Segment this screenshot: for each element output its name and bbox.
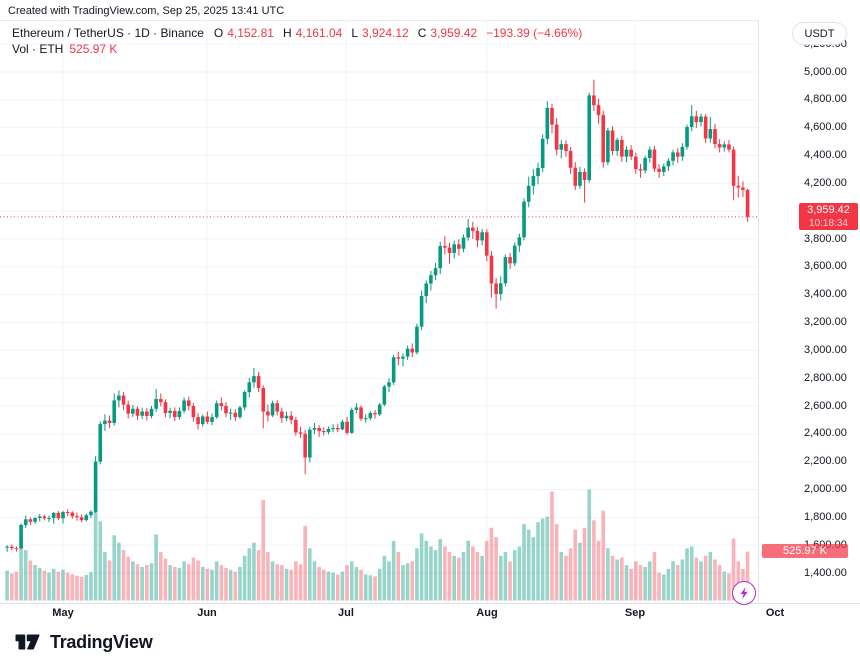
price-tick-label: 1,800.00	[804, 510, 847, 523]
volume-axis-label: 525.97 K	[762, 544, 848, 559]
month-label: Aug	[476, 607, 498, 619]
low-value: 3,924.12	[362, 26, 409, 40]
volume-histogram	[5, 489, 750, 601]
bar-countdown: 10:18:34	[809, 217, 848, 229]
price-tick-label: 3,000.00	[804, 343, 847, 356]
candles	[5, 79, 750, 552]
month-label: Oct	[765, 607, 785, 619]
currency-button[interactable]: USDT	[792, 22, 847, 45]
close-value: 3,959.42	[430, 26, 478, 40]
month-label: May	[52, 607, 74, 619]
price-tick-label: 3,400.00	[804, 288, 847, 301]
price-tick-label: 1,400.00	[804, 566, 847, 579]
top-divider	[0, 20, 860, 21]
open-label: O	[213, 26, 224, 40]
month-label: Jul	[338, 607, 354, 619]
price-tick-label: 4,200.00	[804, 176, 847, 189]
attribution-note: Created with TradingView.com, Sep 25, 20…	[8, 5, 285, 17]
tradingview-logo-mark	[15, 634, 40, 650]
high-value: 4,161.04	[295, 26, 343, 40]
change-value: −193.39 (−4.66%)	[486, 26, 583, 40]
time-axis[interactable]: May Jun Jul Aug Sep Oct	[0, 603, 860, 623]
price-tick-label: 2,600.00	[804, 399, 847, 412]
volume-row: Vol · ETH 525.97 K	[12, 42, 582, 57]
open-value: 4,152.81	[227, 26, 274, 40]
price-tick-label: 2,200.00	[804, 455, 847, 468]
month-label: Sep	[624, 607, 646, 619]
price-tick-label: 3,800.00	[804, 232, 847, 245]
last-price-label: 3,959.42 10:18:34	[799, 203, 858, 231]
close-label: C	[417, 26, 427, 40]
last-price-value: 3,959.42	[807, 203, 850, 216]
low-label: L	[351, 26, 359, 40]
high-label: H	[282, 26, 292, 40]
price-tick-label: 2,400.00	[804, 427, 847, 440]
symbol-legend: Ethereum / TetherUS · 1D · Binance O 4,15…	[12, 26, 582, 57]
price-tick-label: 3,200.00	[804, 316, 847, 328]
volume-label: Vol · ETH	[12, 42, 64, 56]
grid-lines	[0, 20, 758, 603]
price-tick-label: 2,800.00	[804, 371, 847, 384]
price-tick-label: 5,000.00	[804, 65, 847, 78]
lightning-icon	[740, 587, 748, 599]
month-label: Jun	[197, 607, 217, 619]
ohlc-row: Ethereum / TetherUS · 1D · Binance O 4,15…	[12, 26, 582, 41]
price-tick-label: 4,400.00	[804, 149, 847, 161]
price-tick-label: 3,600.00	[804, 260, 847, 273]
price-tick-label: 2,000.00	[804, 483, 847, 495]
tradingview-logo[interactable]: TradingView	[14, 631, 153, 653]
symbol-title: Ethereum / TetherUS · 1D · Binance	[12, 26, 204, 40]
tradingview-logo-text: TradingView	[50, 631, 153, 652]
price-tick-label: 4,600.00	[804, 121, 847, 134]
volume-value: 525.97 K	[69, 42, 118, 56]
price-axis[interactable]: 1,400.001,600.001,800.002,000.002,200.00…	[758, 20, 860, 603]
boost-button[interactable]	[732, 581, 756, 605]
price-tick-label: 4,800.00	[804, 93, 847, 106]
